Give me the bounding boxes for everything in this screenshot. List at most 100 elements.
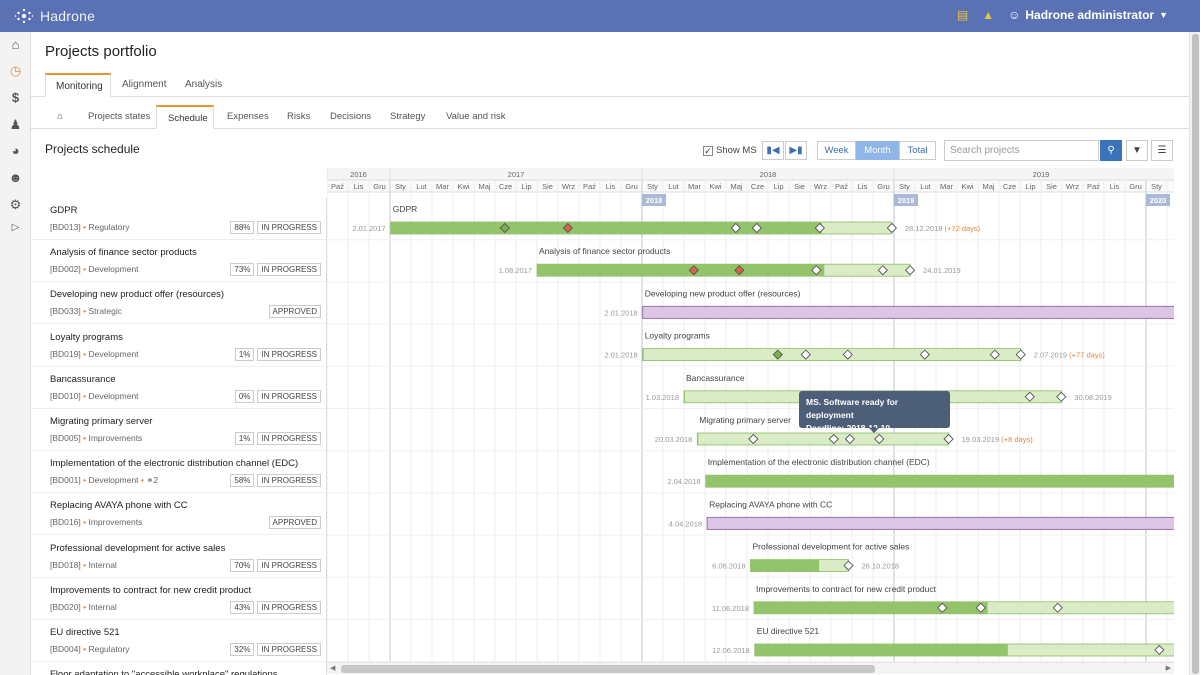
project-row[interactable]: Professional development for active sale…	[31, 536, 326, 578]
milestone-marker[interactable]	[562, 222, 573, 234]
next-page-button[interactable]: ▶▮	[785, 141, 807, 160]
milestone-marker[interactable]	[844, 433, 856, 445]
project-row[interactable]: Replacing AVAYA phone with CC [BD016] • I…	[31, 493, 326, 536]
project-category: Regulatory	[88, 644, 130, 654]
tab-projects-states[interactable]: Projects states	[88, 111, 151, 122]
lightbulb-icon[interactable]: ◕	[11, 143, 20, 158]
project-name[interactable]: Analysis of finance sector products	[50, 247, 197, 259]
show-ms-toggle[interactable]: ✓ Show MS	[703, 145, 757, 156]
milestone-marker[interactable]	[886, 222, 898, 234]
total-view-button[interactable]: Total	[899, 141, 936, 160]
project-name[interactable]: Floor adaptation to "accessible workplac…	[50, 669, 278, 675]
user-menu[interactable]: ☺ Hadrone administrator ▼	[1008, 8, 1168, 22]
filter-button[interactable]: ▼	[1126, 140, 1148, 161]
project-name[interactable]: Loyalty programs	[50, 331, 123, 343]
list-icon[interactable]: ▤	[956, 8, 969, 22]
project-row[interactable]: Floor adaptation to "accessible workplac…	[31, 662, 326, 675]
brand-name[interactable]: Hadrone	[40, 8, 96, 24]
project-row[interactable]: GDPR [BD013] • Regulatory 88% IN PROGRESS	[31, 198, 326, 240]
project-row[interactable]: Loyalty programs [BD019] • Development 1% I…	[31, 325, 326, 367]
project-name[interactable]: GDPR	[50, 205, 78, 216]
milestone-marker[interactable]	[943, 433, 954, 445]
milestone-marker[interactable]	[989, 349, 1000, 360]
milestone-marker[interactable]	[904, 265, 916, 276]
cogs-icon[interactable]: ⚙	[9, 197, 22, 212]
milestone-marker[interactable]	[751, 222, 762, 234]
dollar-icon[interactable]: $	[11, 90, 20, 105]
horizontal-scroll-thumb[interactable]	[341, 665, 875, 673]
tab-expenses[interactable]: Expenses	[227, 111, 269, 122]
month-view-button[interactable]: Month	[856, 141, 899, 160]
project-name[interactable]: Migrating primary server	[50, 416, 153, 427]
home-icon[interactable]: ⌂	[11, 37, 20, 52]
project-name[interactable]: EU directive 521	[50, 627, 120, 638]
gantt-bar[interactable]	[642, 348, 1022, 362]
scroll-left-icon[interactable]: ◀	[330, 665, 336, 672]
milestone-marker[interactable]	[772, 349, 783, 360]
milestone-marker[interactable]	[730, 222, 741, 234]
milestone-marker[interactable]	[688, 265, 699, 276]
project-row[interactable]: Implementation of the electronic distrib…	[31, 451, 326, 494]
tab-risks[interactable]: Risks	[287, 111, 311, 122]
project-row[interactable]: Bancassurance [BD010] • Development 0% IN P…	[31, 367, 326, 409]
project-row[interactable]: Analysis of finance sector products [BD00…	[31, 240, 326, 283]
milestone-marker[interactable]	[1024, 391, 1035, 402]
tab-analysis[interactable]: Analysis	[185, 79, 223, 90]
tab-strategy[interactable]: Strategy	[390, 111, 426, 122]
milestone-marker[interactable]	[800, 349, 811, 360]
horizontal-scrollbar[interactable]: ◀ ▶	[327, 662, 1174, 674]
project-name[interactable]: Improvements to contract for new credit …	[50, 584, 252, 596]
milestone-marker[interactable]	[828, 433, 839, 445]
search-input[interactable]	[944, 140, 1099, 161]
tab-home-icon[interactable]: ⌂	[57, 111, 63, 122]
vertical-scroll-thumb[interactable]	[1192, 34, 1199, 674]
milestone-marker[interactable]	[1052, 602, 1063, 613]
milestone-marker[interactable]	[499, 222, 510, 234]
week-view-button[interactable]: Week	[817, 141, 856, 160]
person-icon[interactable]: ♟	[9, 117, 22, 132]
first-page-button[interactable]: ▮◀	[762, 141, 784, 160]
project-row[interactable]: Improvements to contract for new credit …	[31, 578, 326, 620]
gantt-bar-approved[interactable]	[706, 516, 1174, 530]
status-badge: IN PROGRESS	[257, 558, 321, 572]
tooltip-deadline: Deadline: 2018-12-10	[806, 423, 891, 433]
tab-schedule[interactable]: Schedule	[156, 105, 214, 129]
milestone-marker[interactable]	[874, 433, 885, 445]
project-row[interactable]: EU directive 521 [BD004] • Regulatory 32% I…	[31, 620, 326, 662]
milestone-marker[interactable]	[1015, 349, 1026, 360]
milestone-marker[interactable]	[975, 602, 986, 613]
gantt-bar-approved[interactable]	[642, 305, 1174, 319]
expand-icon[interactable]: ▷	[11, 222, 20, 233]
milestone-marker[interactable]	[877, 265, 888, 276]
milestone-marker[interactable]	[1154, 644, 1165, 656]
milestone-marker[interactable]	[842, 349, 853, 360]
milestone-marker[interactable]	[919, 349, 930, 360]
project-name[interactable]: Bancassurance	[50, 373, 116, 385]
tab-monitoring[interactable]: Monitoring	[45, 73, 111, 97]
list-view-button[interactable]: ☰	[1151, 140, 1173, 161]
project-row[interactable]: Migrating primary server [BD005] • Improv…	[31, 409, 326, 451]
milestone-marker[interactable]	[937, 602, 948, 613]
month-label: Lis	[1110, 182, 1120, 191]
tab-value-and-risk[interactable]: Value and risk	[446, 111, 506, 122]
bell-icon[interactable]: ▲	[982, 8, 995, 22]
vertical-scrollbar[interactable]	[1189, 32, 1200, 675]
tab-decisions[interactable]: Decisions	[330, 111, 372, 122]
milestone-marker[interactable]	[843, 560, 854, 571]
show-ms-checkbox[interactable]: ✓	[703, 145, 713, 156]
scroll-right-icon[interactable]: ▶	[1165, 665, 1171, 672]
project-name[interactable]: Replacing AVAYA phone with CC	[50, 500, 188, 512]
clock-icon[interactable]: ◷	[9, 63, 22, 78]
milestone-marker[interactable]	[811, 265, 822, 276]
search-button[interactable]: ⚲	[1100, 140, 1122, 161]
project-name[interactable]: Developing new product offer (resources)	[50, 289, 225, 301]
milestone-marker[interactable]	[748, 433, 759, 445]
milestone-marker[interactable]	[1056, 391, 1067, 402]
milestone-marker[interactable]	[814, 222, 825, 234]
project-row[interactable]: Developing new product offer (resources)…	[31, 282, 326, 325]
tab-alignment[interactable]: Alignment	[122, 79, 167, 90]
users-icon[interactable]: ☻	[8, 170, 23, 185]
project-name[interactable]: Implementation of the electronic distrib…	[50, 458, 299, 470]
milestone-marker[interactable]	[734, 265, 745, 276]
project-name[interactable]: Professional development for active sale…	[50, 542, 226, 554]
